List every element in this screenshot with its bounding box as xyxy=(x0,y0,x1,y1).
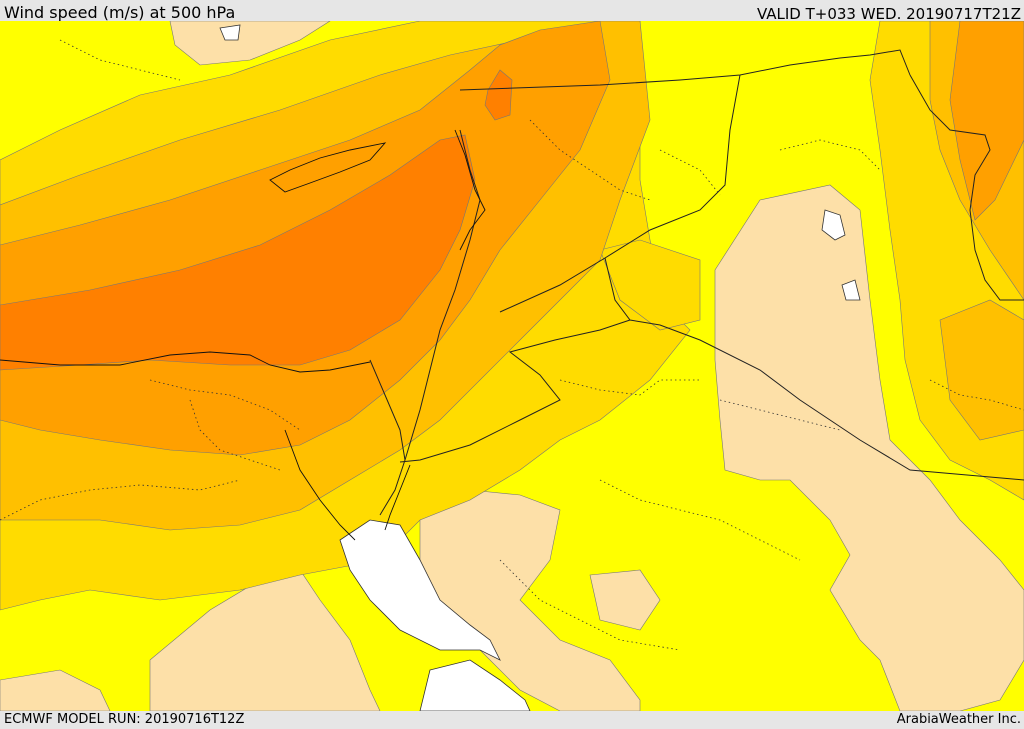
country-borders xyxy=(369,49,1024,516)
map-title: Wind speed (m/s) at 500 hPa xyxy=(4,3,236,22)
province-lines xyxy=(0,39,1024,651)
wind-speed-map xyxy=(0,21,1024,711)
coastlines xyxy=(0,129,486,541)
masked-areas xyxy=(219,24,861,711)
header-bar xyxy=(0,0,1024,21)
model-run-label: ECMWF MODEL RUN: 20190716T12Z xyxy=(4,712,245,727)
valid-time: VALID T+033 WED. 20190717T21Z xyxy=(756,5,1021,23)
credit-label: ArabiaWeather Inc. xyxy=(896,712,1021,727)
low-wind-areas xyxy=(0,21,1024,711)
footer-bar xyxy=(0,711,1024,729)
dark-orange-core xyxy=(0,69,513,371)
